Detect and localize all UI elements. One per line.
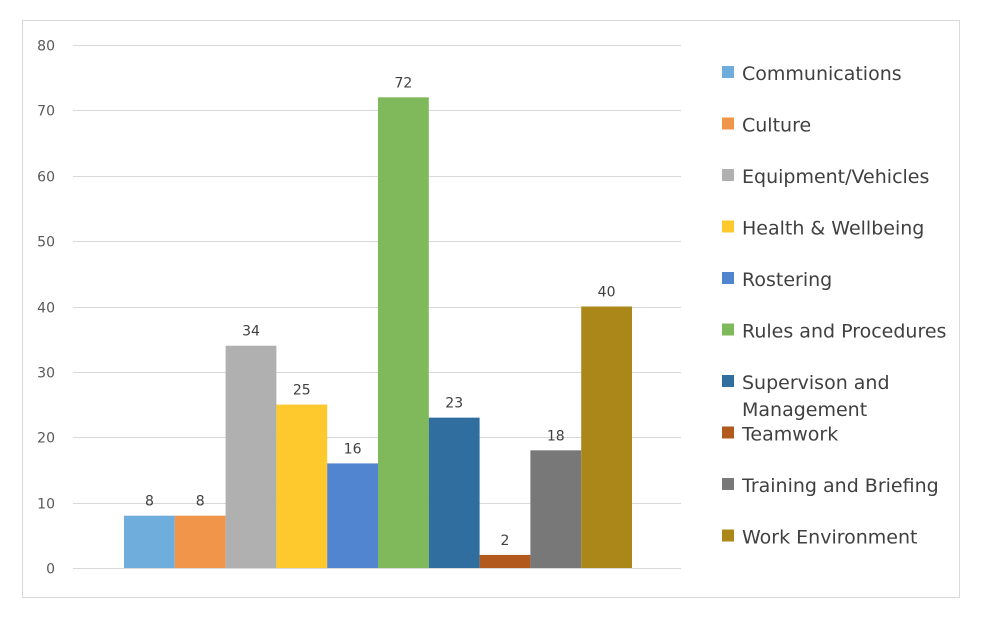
legend-label: Training and Briefing	[741, 475, 939, 497]
legend-swatch	[722, 375, 734, 387]
data-label: 34	[242, 324, 260, 340]
data-label: 40	[598, 285, 616, 301]
y-tick-label: 10	[37, 497, 55, 513]
y-tick-label: 60	[37, 170, 55, 186]
legend-label: Equipment/Vehicles	[742, 166, 929, 188]
legend-swatch	[722, 323, 734, 336]
bar	[276, 404, 328, 568]
legend-swatch	[722, 169, 734, 181]
legend-label: Rostering	[742, 269, 832, 291]
data-label: 72	[394, 75, 412, 91]
bar	[479, 554, 531, 568]
legend-label: Teamwork	[741, 424, 838, 446]
data-label: 23	[445, 396, 463, 412]
legend-swatch	[722, 66, 734, 78]
data-label: 16	[344, 441, 362, 457]
legend-label: Work Environment	[742, 527, 917, 549]
bar	[124, 515, 175, 568]
legend-label: Rules and Procedures	[742, 321, 946, 343]
legend-swatch	[722, 529, 734, 542]
bar	[428, 417, 480, 568]
y-tick-label: 40	[37, 301, 55, 317]
bars	[124, 97, 632, 569]
y-tick-label: 0	[46, 562, 55, 578]
legend-label: Health & Wellbeing	[742, 218, 924, 240]
y-tick-label: 30	[37, 366, 55, 382]
legend-label: Culture	[742, 115, 811, 137]
legend-label: Supervison and Management	[742, 372, 890, 421]
bar	[174, 515, 226, 568]
y-axis-ticks: 0 10 20 30 40 50 60 70 80	[37, 39, 55, 578]
bar	[378, 97, 429, 569]
legend-swatch	[722, 272, 734, 284]
data-label: 8	[196, 494, 205, 510]
data-label: 2	[501, 533, 510, 549]
bar	[581, 306, 632, 568]
y-tick-label: 20	[37, 431, 55, 447]
bar	[327, 463, 378, 568]
y-tick-label: 50	[37, 235, 55, 251]
chart-frame	[22, 20, 960, 598]
legend-swatch	[722, 478, 734, 490]
bar	[530, 450, 582, 568]
data-label: 8	[145, 494, 154, 510]
data-labels: 8 8 34 25 16 72 23 2 18 40	[145, 75, 616, 549]
y-tick-label: 80	[37, 39, 55, 55]
bar	[225, 345, 277, 568]
data-label: 25	[293, 383, 311, 399]
legend-swatch	[722, 117, 734, 130]
legend-swatch	[722, 220, 734, 233]
y-tick-label: 70	[37, 104, 55, 120]
data-label: 18	[547, 428, 565, 444]
legend: Communications Culture Equipment/Vehicles H…	[722, 63, 946, 549]
legend-swatch	[722, 426, 734, 439]
legend-label: Communications	[742, 63, 902, 85]
